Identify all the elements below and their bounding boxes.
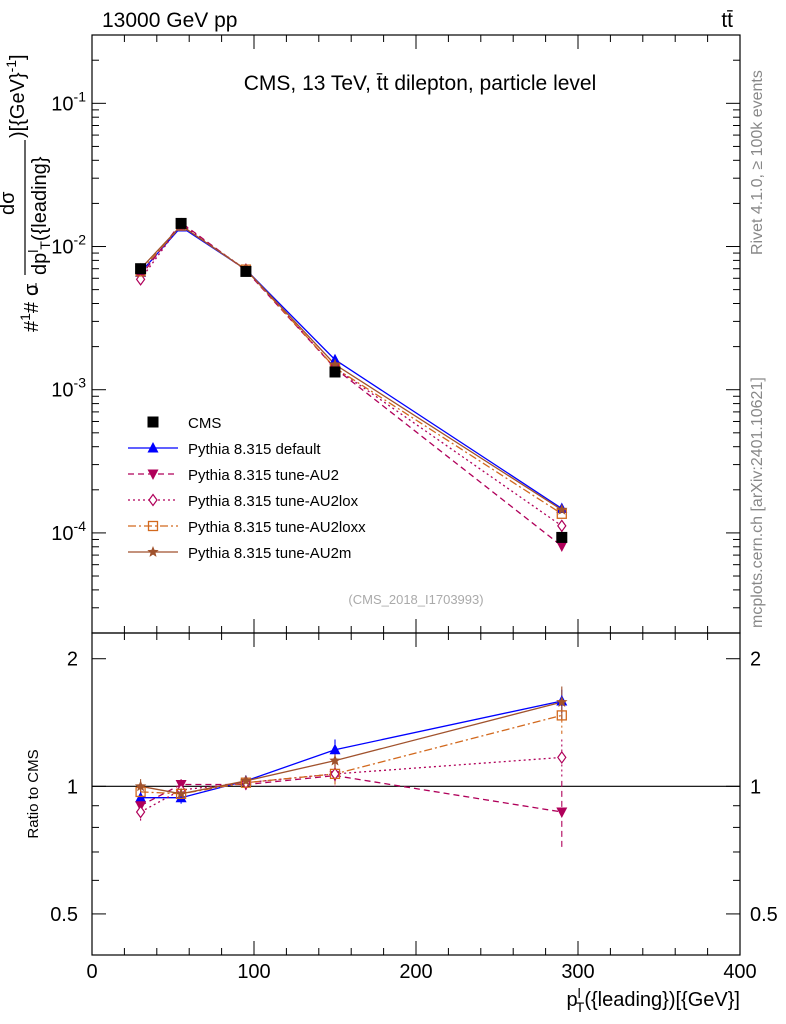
data-point <box>147 442 159 453</box>
data-point <box>175 217 187 229</box>
y-tick-label-ratio-right: 2 <box>750 649 761 671</box>
y-tick-label-main: 10-3 <box>51 375 86 402</box>
data-point <box>329 754 341 766</box>
data-point <box>147 469 159 480</box>
data-point <box>556 710 567 721</box>
data-point <box>148 493 158 507</box>
x-tick-label: 200 <box>399 961 432 983</box>
header-left: 13000 GeV pp <box>102 9 237 32</box>
data-point <box>329 366 341 378</box>
data-point <box>135 272 146 286</box>
x-tick-label: 0 <box>86 961 97 983</box>
data-point <box>240 265 252 277</box>
data-point <box>147 520 159 532</box>
data-point <box>556 696 568 707</box>
ratio-axes: 0 100 200 300 400 2 2 1 1 0.5 0.5 <box>50 633 778 983</box>
header-right: tt̄ <box>721 9 733 32</box>
svg-text:dplT({leading}: dplT({leading} <box>25 156 53 275</box>
main-panel-frame <box>91 34 741 634</box>
data-point <box>147 416 159 428</box>
y-tick-label-ratio-right: 0.5 <box>750 904 778 926</box>
legend-label: Pythia 8.315 tune-AU2loxx <box>188 519 366 536</box>
x-tick-label: 100 <box>237 961 270 983</box>
y-axis-label-ratio: Ratio to CMS <box>25 749 42 838</box>
y-tick-label-main: 10-2 <box>51 232 86 259</box>
svg-text:)[{GeV}-1]: )[{GeV}-1] <box>3 54 29 138</box>
x-tick-label: 300 <box>561 961 594 983</box>
data-point <box>556 531 568 543</box>
data-point <box>329 358 341 370</box>
x-axis-label: pl T({leading})[{GeV}] <box>567 985 741 1015</box>
legend-label: CMS <box>188 415 221 432</box>
y-tick-label-main: 10-4 <box>51 518 86 545</box>
main-axes: 10-1 10-2 10-3 10-4 <box>51 35 741 634</box>
y-axis-label-main: #1# σ dσ dplT({leading} )[{GeV}-1] <box>0 54 53 332</box>
ratio-series-line <box>140 756 562 813</box>
ratio-series-line <box>140 714 562 795</box>
ratio-series-line <box>140 701 562 795</box>
data-point <box>557 750 567 764</box>
data-point <box>330 767 340 781</box>
main-series-group <box>134 217 568 553</box>
data-point <box>134 780 147 792</box>
y-tick-label-ratio-left: 1 <box>67 776 78 798</box>
series-line <box>140 223 563 527</box>
data-point <box>175 787 187 799</box>
data-point <box>240 774 252 786</box>
legend-label: Pythia 8.315 tune-AU2 <box>188 467 339 484</box>
svg-text:dσ: dσ <box>0 191 19 215</box>
ratio-panel-frame <box>91 632 741 956</box>
data-point <box>147 546 159 557</box>
y-tick-label-ratio-left: 0.5 <box>50 904 78 926</box>
legend: CMS Pythia 8.315 default Pythia 8.315 tune… <box>128 415 366 562</box>
rivet-label: Rivet 4.1.0, ≥ 100k events <box>749 70 766 255</box>
data-point <box>556 807 568 818</box>
svg-text:σ: σ <box>21 283 43 296</box>
y-tick-label-ratio-left: 2 <box>67 649 78 671</box>
chart-title: CMS, 13 TeV, t̄t dilepton, particle leve… <box>244 72 597 95</box>
mcplots-label: mcplots.cern.ch [arXiv:2401.10621] <box>749 377 766 628</box>
ratio-series-line <box>140 774 562 813</box>
svg-text:#1#: #1# <box>17 301 43 332</box>
data-point <box>557 519 567 533</box>
legend-label: Pythia 8.315 tune-AU2lox <box>188 493 359 510</box>
data-point <box>556 541 568 553</box>
ratio-series-line <box>140 700 562 799</box>
data-point <box>556 503 568 515</box>
data-point <box>329 743 341 755</box>
data-point <box>175 791 187 803</box>
data-point <box>135 263 147 275</box>
analysis-watermark: (CMS_2018_I1703993) <box>348 592 483 607</box>
ratio-series-group <box>134 686 568 850</box>
data-point <box>135 805 146 819</box>
y-tick-label-main: 10-1 <box>51 88 86 115</box>
data-point <box>329 768 341 780</box>
x-tick-label: 400 <box>723 961 756 983</box>
legend-label: Pythia 8.315 default <box>188 441 321 458</box>
y-tick-label-ratio-right: 1 <box>750 776 761 798</box>
legend-label: Pythia 8.315 tune-AU2m <box>188 545 351 562</box>
